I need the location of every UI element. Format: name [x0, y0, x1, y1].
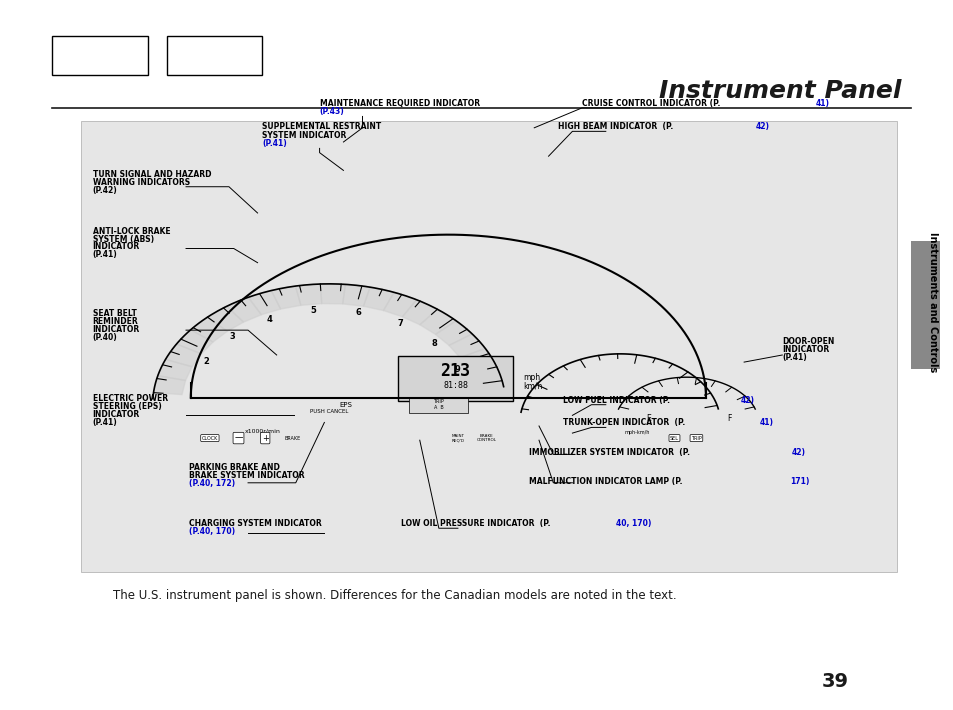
Text: IMMOBILIZER SYSTEM INDICATOR  (P.: IMMOBILIZER SYSTEM INDICATOR (P. — [529, 447, 690, 457]
Polygon shape — [459, 349, 495, 371]
Text: mph: mph — [522, 373, 539, 382]
Text: INDICATOR: INDICATOR — [781, 345, 829, 354]
Text: SYSTEM (ABS): SYSTEM (ABS) — [92, 234, 153, 244]
FancyBboxPatch shape — [397, 356, 513, 401]
Text: WARNING INDICATORS: WARNING INDICATORS — [92, 178, 190, 187]
Text: 171): 171) — [789, 476, 808, 486]
Text: x1000r/min: x1000r/min — [244, 428, 280, 434]
Polygon shape — [176, 330, 213, 354]
Text: SYSTEM INDICATOR: SYSTEM INDICATOR — [262, 131, 346, 140]
Polygon shape — [435, 321, 472, 345]
Text: 39: 39 — [821, 672, 847, 691]
Text: EPS: EPS — [339, 402, 353, 408]
Polygon shape — [248, 290, 280, 315]
Text: 42): 42) — [740, 395, 754, 405]
Text: MAINT
REQ'D: MAINT REQ'D — [451, 434, 464, 442]
Text: HIGH BEAM INDICATOR  (P.: HIGH BEAM INDICATOR (P. — [558, 122, 673, 131]
Text: TRUNK-OPEN INDICATOR  (P.: TRUNK-OPEN INDICATOR (P. — [562, 418, 684, 427]
Polygon shape — [191, 317, 227, 342]
Text: CLOCK: CLOCK — [201, 435, 218, 441]
Text: PARKING BRAKE AND: PARKING BRAKE AND — [189, 463, 279, 472]
Text: (P.41): (P.41) — [781, 353, 806, 362]
Polygon shape — [383, 293, 416, 317]
Text: 40, 170): 40, 170) — [616, 519, 651, 528]
Text: (P.42): (P.42) — [92, 185, 117, 195]
Text: 2: 2 — [203, 357, 209, 366]
Text: F: F — [727, 415, 731, 423]
Text: CRUISE CONTROL INDICATOR (P.: CRUISE CONTROL INDICATOR (P. — [581, 99, 720, 108]
Text: INDICATOR: INDICATOR — [92, 242, 140, 251]
Text: LOW FUEL INDICATOR (P.: LOW FUEL INDICATOR (P. — [562, 395, 669, 405]
Text: TURN SIGNAL AND HAZARD: TURN SIGNAL AND HAZARD — [92, 170, 211, 179]
Text: INDICATOR: INDICATOR — [92, 324, 140, 334]
Text: TRIP
A  B: TRIP A B — [433, 399, 444, 410]
Text: BRAKE: BRAKE — [284, 435, 301, 441]
Text: (P.40): (P.40) — [92, 332, 117, 342]
Text: 213: 213 — [440, 362, 470, 381]
Text: TRIP: TRIP — [690, 435, 701, 441]
Text: INDICATOR: INDICATOR — [92, 410, 140, 419]
Polygon shape — [449, 334, 485, 358]
Text: 5: 5 — [310, 306, 315, 315]
Text: 41): 41) — [815, 99, 829, 108]
Polygon shape — [342, 285, 370, 306]
Text: 81:88: 81:88 — [442, 381, 468, 390]
Text: 42): 42) — [755, 122, 769, 131]
Text: BRAKE
CONTROL: BRAKE CONTROL — [476, 434, 496, 442]
Text: SEL: SEL — [669, 435, 679, 441]
Text: (P.43): (P.43) — [319, 107, 344, 116]
Text: DOOR-OPEN: DOOR-OPEN — [781, 337, 834, 346]
FancyBboxPatch shape — [409, 397, 468, 413]
Text: 4: 4 — [267, 315, 273, 324]
Polygon shape — [227, 297, 261, 322]
Text: 42): 42) — [791, 447, 805, 457]
Polygon shape — [157, 359, 192, 381]
Text: SEAT BELT: SEAT BELT — [92, 309, 136, 318]
Polygon shape — [402, 300, 436, 324]
Text: STEERING (EPS): STEERING (EPS) — [92, 402, 161, 411]
Text: SUPPLEMENTAL RESTRAINT: SUPPLEMENTAL RESTRAINT — [262, 122, 381, 131]
Polygon shape — [363, 287, 394, 310]
Text: Instruments and Controls: Instruments and Controls — [927, 231, 937, 372]
FancyBboxPatch shape — [167, 36, 262, 75]
Polygon shape — [153, 376, 186, 395]
Polygon shape — [165, 344, 201, 367]
Polygon shape — [207, 306, 243, 332]
Text: (P.41): (P.41) — [92, 417, 117, 427]
Text: mph-km/h: mph-km/h — [624, 430, 649, 435]
Text: 41): 41) — [759, 418, 773, 427]
Polygon shape — [468, 364, 501, 385]
Text: 9: 9 — [455, 366, 460, 374]
Text: REMINDER: REMINDER — [92, 317, 138, 326]
Text: (P.41): (P.41) — [262, 139, 287, 148]
Polygon shape — [295, 284, 321, 305]
Text: 6: 6 — [355, 307, 360, 317]
Text: MALFUNCTION INDICATOR LAMP (P.: MALFUNCTION INDICATOR LAMP (P. — [529, 476, 682, 486]
Polygon shape — [419, 310, 456, 334]
FancyBboxPatch shape — [52, 36, 148, 75]
Text: 7: 7 — [396, 319, 402, 328]
FancyBboxPatch shape — [910, 241, 939, 369]
Text: (P.40, 170): (P.40, 170) — [189, 527, 234, 536]
Text: (P.40, 172): (P.40, 172) — [189, 479, 234, 488]
Polygon shape — [320, 284, 345, 304]
Text: 8: 8 — [431, 339, 436, 348]
Text: 3: 3 — [230, 332, 235, 342]
Text: Instrument Panel: Instrument Panel — [659, 79, 901, 103]
Text: —: — — [234, 434, 242, 442]
Text: PUSH CANCEL: PUSH CANCEL — [310, 409, 348, 415]
Text: +: + — [261, 434, 269, 442]
Text: BRAKE SYSTEM INDICATOR: BRAKE SYSTEM INDICATOR — [189, 471, 304, 480]
Text: km/h: km/h — [522, 382, 541, 390]
Text: ANTI-LOCK BRAKE: ANTI-LOCK BRAKE — [92, 226, 170, 236]
Text: ELECTRIC POWER: ELECTRIC POWER — [92, 394, 168, 403]
Polygon shape — [271, 286, 300, 309]
FancyBboxPatch shape — [81, 121, 896, 572]
Text: CHARGING SYSTEM INDICATOR: CHARGING SYSTEM INDICATOR — [189, 519, 321, 528]
Text: E: E — [646, 415, 650, 423]
Text: LOW OIL PRESSURE INDICATOR  (P.: LOW OIL PRESSURE INDICATOR (P. — [400, 519, 550, 528]
Text: The U.S. instrument panel is shown. Differences for the Canadian models are note: The U.S. instrument panel is shown. Diff… — [112, 589, 676, 602]
Text: (P.41): (P.41) — [92, 250, 117, 259]
Text: MAINTENANCE REQUIRED INDICATOR: MAINTENANCE REQUIRED INDICATOR — [319, 99, 479, 108]
